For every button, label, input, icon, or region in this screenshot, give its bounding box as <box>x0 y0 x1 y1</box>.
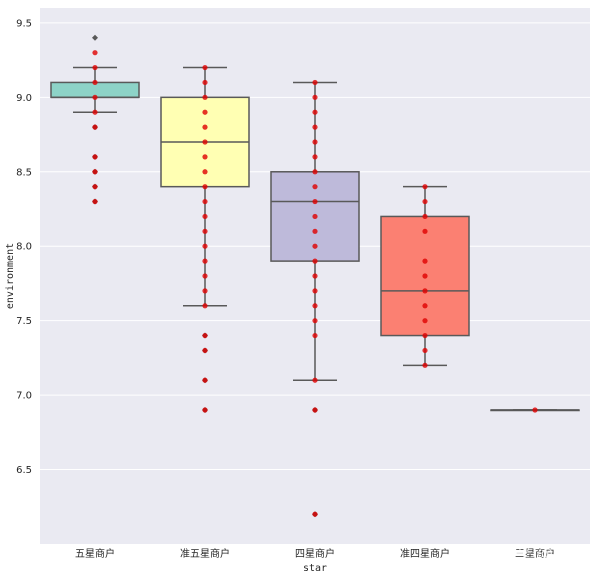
data-point <box>92 64 98 71</box>
data-point <box>202 184 208 190</box>
data-point <box>312 273 318 279</box>
data-point <box>312 184 318 190</box>
data-point <box>312 139 318 145</box>
y-axis-label: environment <box>5 243 16 309</box>
data-point <box>202 243 208 249</box>
data-point <box>422 228 428 234</box>
data-point <box>202 407 208 413</box>
x-tick-label: 四星商户 <box>295 547 335 560</box>
data-point <box>202 139 208 145</box>
data-point <box>422 288 428 294</box>
data-point <box>312 109 318 115</box>
data-point <box>312 154 318 160</box>
data-point <box>422 347 428 354</box>
y-tick-label: 9.5 <box>16 18 32 29</box>
data-point <box>422 213 428 220</box>
data-point <box>202 109 208 115</box>
data-point <box>312 511 318 517</box>
data-point <box>202 198 208 205</box>
x-tick-label: 准四星商户 <box>400 547 450 560</box>
tick-layer: 6.5 7.0 7.5 8.0 8.5 9.0 9.5 五星商户 准五星商户 四星商户 准四星商户 三… <box>16 18 555 560</box>
x-tick-label: 三星商户 <box>515 547 555 560</box>
point-layer <box>92 50 538 517</box>
watermark-text: 知乎 @布道 <box>500 543 585 562</box>
y-tick-label: 8.0 <box>16 242 32 253</box>
y-tick-label: 8.5 <box>16 167 32 178</box>
box-rect <box>380 215 470 337</box>
data-point <box>312 79 318 86</box>
outlier-marker <box>92 34 98 41</box>
y-tick-label: 6.5 <box>16 465 32 476</box>
data-point <box>202 169 208 175</box>
data-point <box>312 377 318 383</box>
data-point <box>202 79 208 86</box>
data-point <box>312 407 318 413</box>
data-point <box>202 64 208 71</box>
data-point <box>312 288 318 294</box>
data-point <box>202 94 208 100</box>
x-axis-label: star <box>303 563 327 574</box>
y-tick-label: 9.0 <box>16 93 32 104</box>
data-point <box>92 198 98 205</box>
data-point <box>422 273 428 279</box>
data-point <box>312 228 318 234</box>
data-point <box>312 94 318 100</box>
data-point <box>422 258 428 264</box>
data-point <box>202 124 208 130</box>
data-point <box>312 303 318 309</box>
x-tick-label: 准五星商户 <box>180 547 230 560</box>
data-point <box>312 124 318 130</box>
data-point <box>422 362 428 368</box>
data-point <box>312 213 318 220</box>
data-point <box>422 318 428 324</box>
y-tick-label: 7.0 <box>16 391 32 402</box>
data-point <box>202 377 208 383</box>
data-point <box>202 347 208 354</box>
data-point <box>202 228 208 234</box>
data-point <box>422 184 428 190</box>
data-point <box>312 169 318 175</box>
data-point <box>92 50 98 56</box>
data-point <box>312 318 318 324</box>
data-point <box>312 332 318 339</box>
data-point <box>92 79 98 86</box>
data-point <box>422 198 428 205</box>
y-tick-label: 7.5 <box>16 316 32 327</box>
data-point <box>202 258 208 264</box>
data-point <box>202 154 208 160</box>
data-point <box>532 407 538 413</box>
data-point <box>202 288 208 294</box>
x-tick-label: 五星商户 <box>75 547 115 560</box>
data-point <box>422 303 428 309</box>
data-point <box>202 213 208 220</box>
data-point <box>312 198 318 205</box>
data-point <box>312 243 318 249</box>
data-point <box>92 94 98 100</box>
data-point <box>202 303 208 309</box>
data-point <box>92 154 98 160</box>
data-point <box>202 273 208 279</box>
data-point <box>92 109 98 115</box>
data-point <box>92 184 98 190</box>
data-point <box>92 124 98 130</box>
data-point <box>422 332 428 339</box>
data-point <box>312 258 318 264</box>
data-point <box>202 332 208 339</box>
data-point <box>92 169 98 175</box>
